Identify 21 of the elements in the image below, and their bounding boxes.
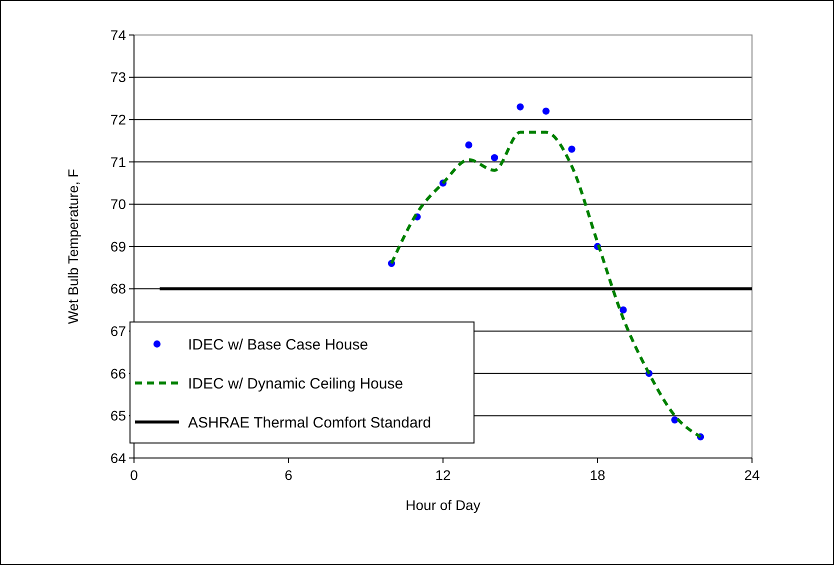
legend-label: IDEC w/ Base Case House	[188, 336, 368, 354]
y-axis-title: Wet Bulb Temperature, F	[65, 168, 81, 324]
y-tick-label: 70	[110, 196, 126, 212]
y-tick-label: 64	[110, 450, 126, 466]
y-tick-label: 69	[110, 238, 126, 254]
y-tick-label: 73	[110, 69, 126, 86]
y-tick-label: 65	[110, 408, 126, 424]
y-tick-label: 74	[110, 26, 126, 43]
legend-label: ASHRAE Thermal Comfort Standard	[188, 414, 432, 432]
x-tick-label: 6	[284, 467, 293, 483]
x-tick-label: 24	[744, 467, 760, 483]
y-tick-label: 68	[110, 280, 126, 297]
y-tick-label: 71	[110, 154, 126, 170]
x-tick-label: 18	[590, 467, 606, 483]
x-tick-label: 12	[435, 467, 451, 483]
x-tick-label: 0	[130, 467, 138, 483]
x-axis-title: Hour of Day	[406, 497, 480, 513]
y-tick-label: 67	[110, 323, 126, 339]
y-tick-label: 72	[110, 112, 126, 128]
legend-label: IDEC w/ Dynamic Ceiling House	[188, 375, 404, 392]
y-tick-label: 66	[110, 365, 126, 382]
